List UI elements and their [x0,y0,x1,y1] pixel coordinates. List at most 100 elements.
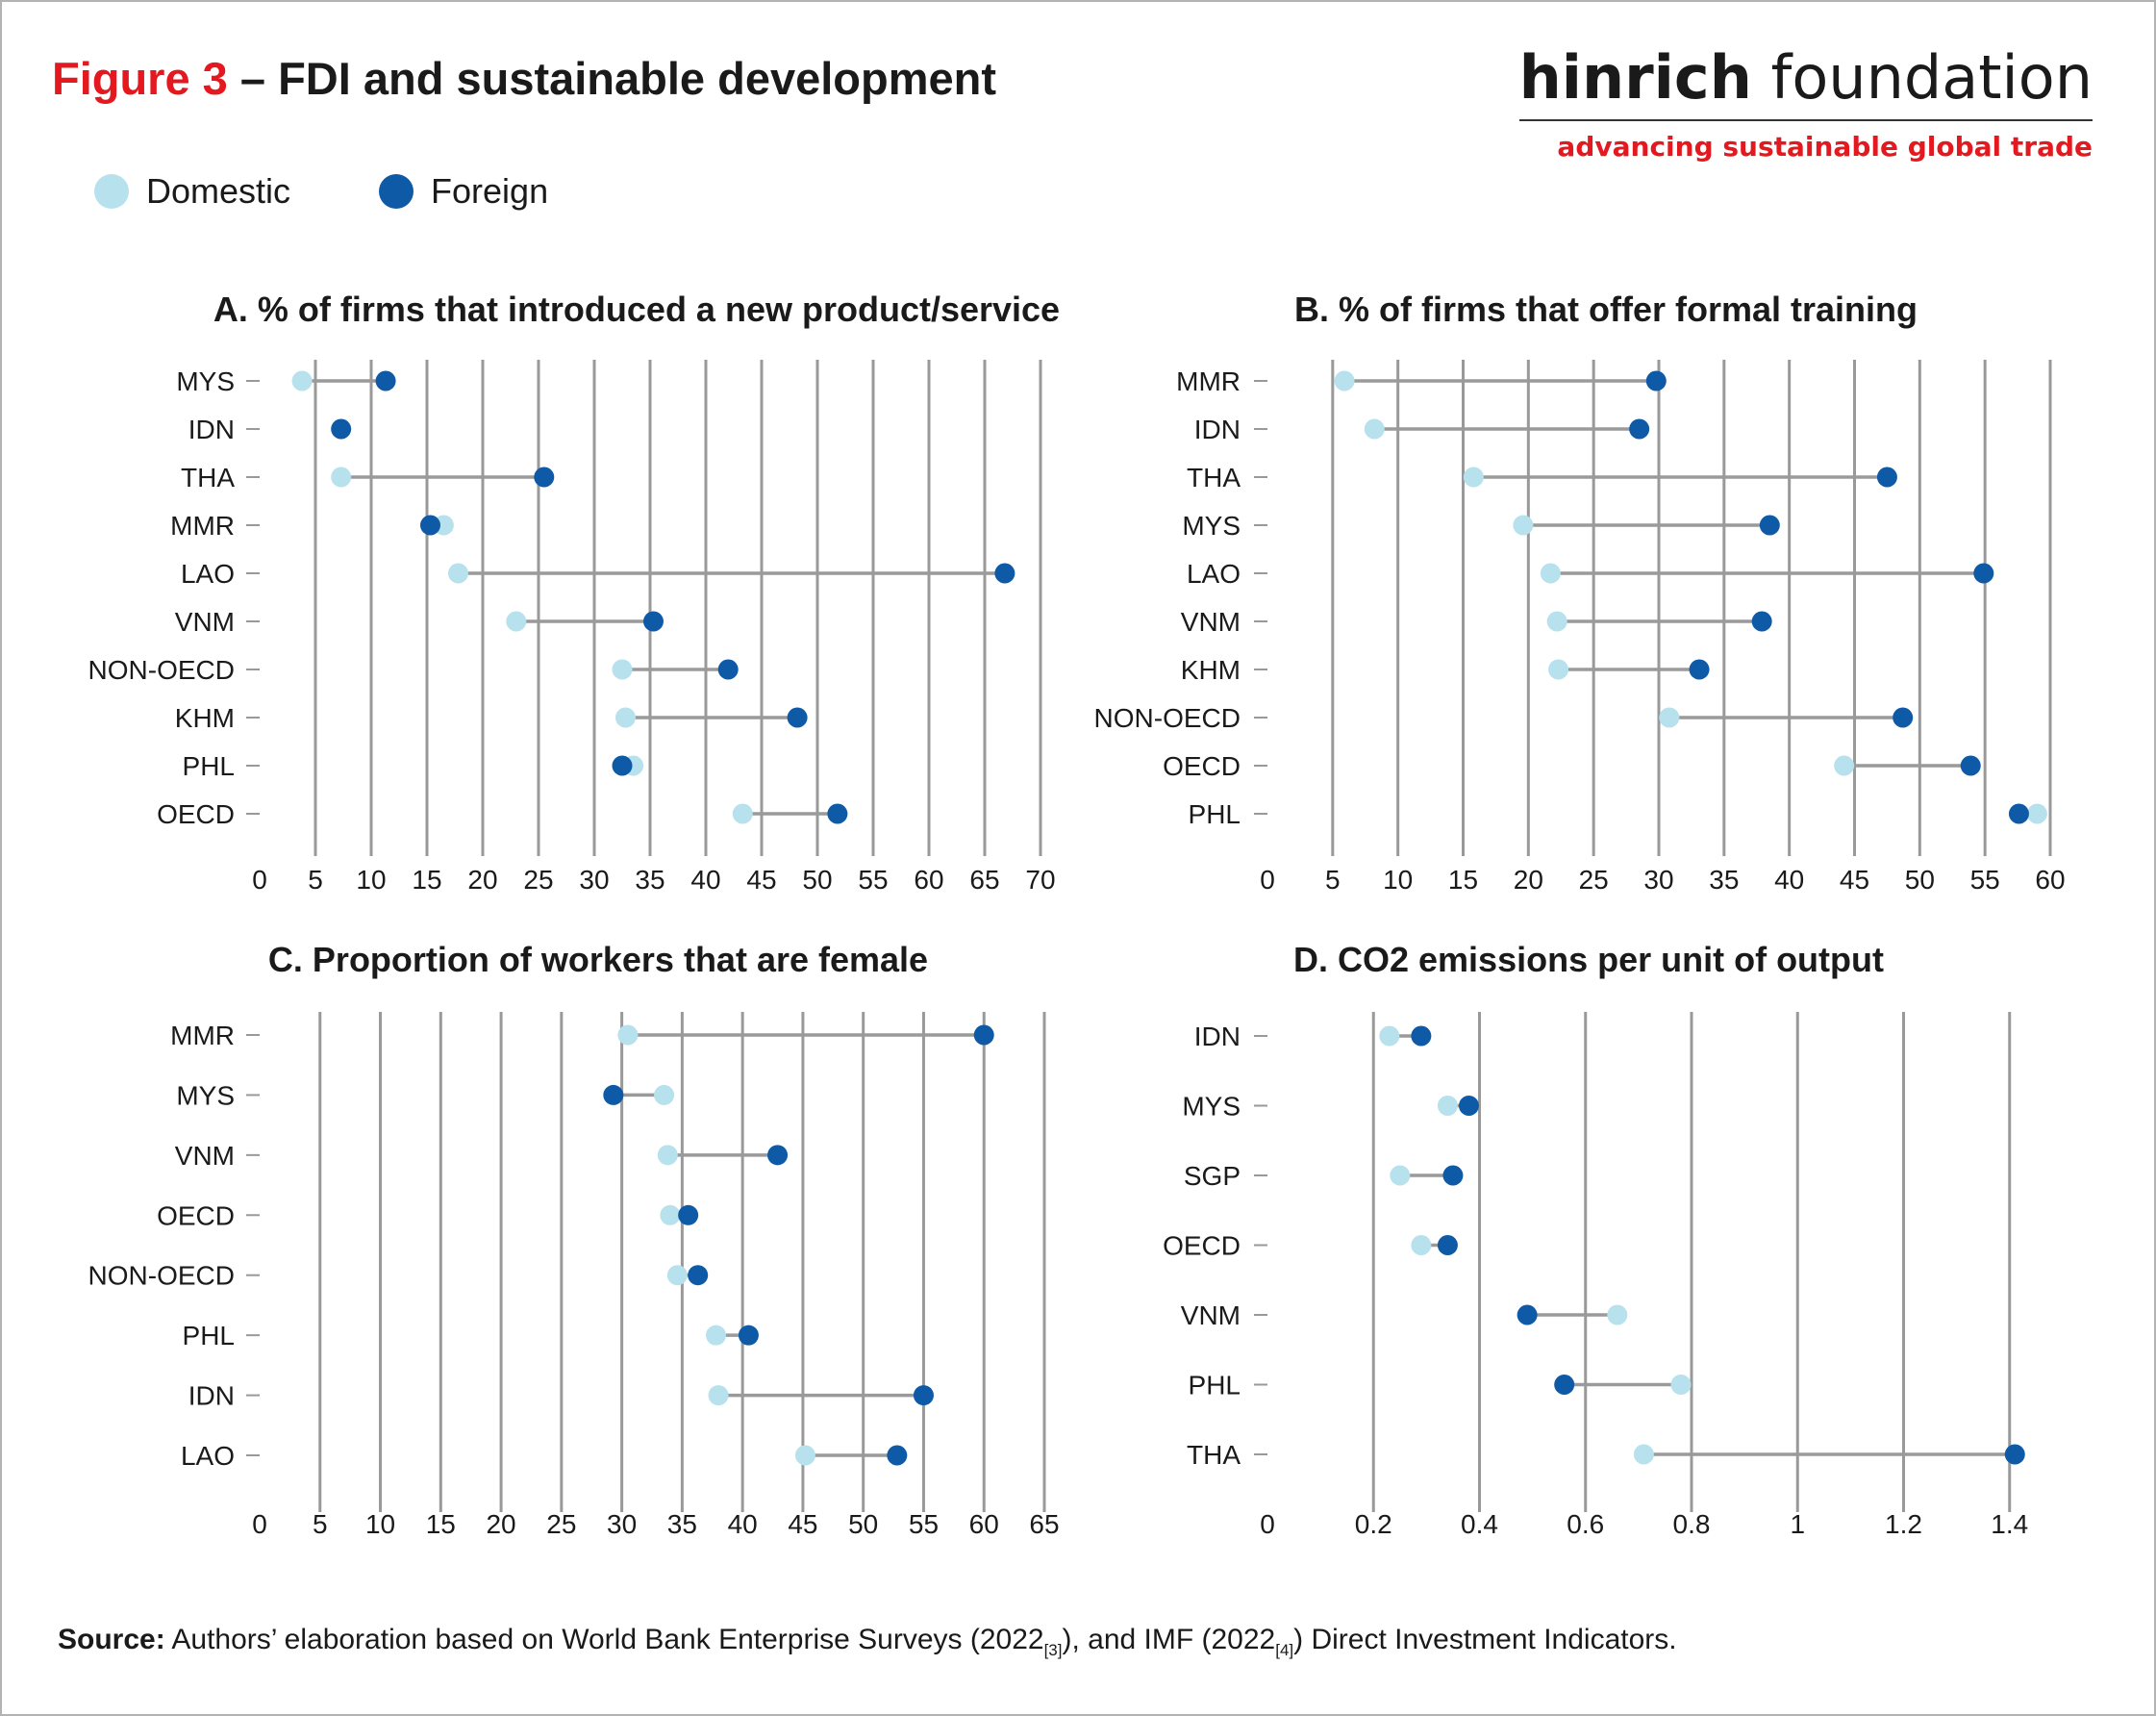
chart-b-xtick-45: 45 [1840,865,1869,895]
chart-d-point-foreign-sgp [1442,1165,1464,1186]
chart-a-point-foreign-tha [534,467,555,488]
chart-a-xtick-30: 30 [579,865,609,895]
source-text-1: Authors’ elaboration based on World Bank… [164,1624,1044,1655]
chart-c-category-vnm: VNM [175,1141,235,1171]
chart-d-point-domestic-vnm [1607,1304,1628,1325]
chart-d-point-domestic-oecd [1411,1235,1432,1255]
chart-a-category-idn: IDN [188,415,235,444]
chart-b-xtick-5: 5 [1325,865,1341,895]
chart-d-point-foreign-mys [1458,1096,1479,1116]
chart-c-point-domestic-mys [654,1084,675,1105]
chart-b-point-domestic-lao [1540,563,1561,584]
chart-d-xtick-0-4: 0.4 [1461,1509,1498,1539]
chart-b-category-oecd: OECD [1163,751,1241,781]
chart-d-point-foreign-oecd [1437,1235,1458,1255]
chart-b-point-domestic-phl [2026,803,2047,824]
chart-a-point-foreign-khm [787,707,808,728]
chart-c-category-non-oecd: NON-OECD [88,1261,235,1291]
chart-c-point-domestic-phl [706,1325,727,1346]
chart-c-category-mys: MYS [176,1080,235,1110]
chart-a-category-mys: MYS [176,366,235,396]
chart-d-point-foreign-phl [1554,1375,1575,1395]
chart-b-point-foreign-oecd [1960,755,1981,776]
chart-c-title: C. Proportion of workers that are female [268,940,928,979]
chart-a-xtick-25: 25 [523,865,553,895]
chart-d-point-foreign-vnm [1517,1304,1538,1325]
chart-c-point-foreign-non-oecd [688,1265,709,1286]
chart-d-point-foreign-tha [2004,1444,2025,1465]
chart-c-xtick-65: 65 [1029,1509,1059,1539]
chart-b-point-foreign-vnm [1751,611,1772,632]
chart-c-category-mmr: MMR [170,1021,235,1050]
chart-a-category-khm: KHM [175,703,235,733]
chart-c-point-domestic-non-oecd [666,1265,688,1286]
chart-a-xtick-5: 5 [308,865,323,895]
chart-d-xtick-1-4: 1.4 [1991,1509,2028,1539]
chart-d-category-tha: THA [1187,1440,1241,1470]
chart-a-xtick-0: 0 [252,865,267,895]
chart-c-point-foreign-phl [738,1325,759,1346]
chart-b-xtick-30: 30 [1643,865,1673,895]
brand-name-bold: hinrich [1518,42,1752,113]
chart-d-point-domestic-idn [1379,1025,1400,1047]
chart-c-point-foreign-idn [913,1385,934,1406]
chart-a-xtick-55: 55 [858,865,888,895]
chart-c-point-domestic-lao [794,1445,815,1466]
chart-a-category-tha: THA [181,463,235,492]
legend-label-domestic: Domestic [146,171,291,211]
brand-logo: hinrich foundation advancing sustainable… [1518,48,2093,163]
chart-b-xtick-35: 35 [1709,865,1739,895]
chart-d-xtick-0-8: 0.8 [1673,1509,1711,1539]
chart-a-point-foreign-idn [331,418,352,440]
chart-b-point-foreign-mys [1759,515,1780,536]
source-ref-2: [4] [1275,1641,1294,1659]
legend-dot-domestic [94,174,129,209]
chart-c-xtick-5: 5 [313,1509,328,1539]
chart-a-xtick-10: 10 [356,865,386,895]
chart-c-xtick-55: 55 [909,1509,939,1539]
chart-a-xtick-15: 15 [412,865,441,895]
chart-b-category-lao: LAO [1187,559,1241,589]
chart-c-category-idn: IDN [188,1381,235,1411]
chart-b-xtick-60: 60 [2035,865,2065,895]
chart-a-category-phl: PHL [183,751,235,781]
chart-b-category-mmr: MMR [1176,366,1241,396]
chart-a-point-foreign-mmr [419,515,440,536]
chart-b-point-domestic-non-oecd [1659,707,1680,728]
chart-b-xtick-15: 15 [1448,865,1478,895]
chart-a-point-foreign-non-oecd [717,659,739,680]
chart-a-xtick-50: 50 [802,865,832,895]
chart-a-category-vnm: VNM [175,607,235,637]
brand-name-rest: foundation [1751,42,2093,113]
chart-b-point-foreign-khm [1689,659,1710,680]
chart-b-point-foreign-non-oecd [1893,707,1914,728]
chart-d-xtick-1: 1 [1790,1509,1805,1539]
chart-b-category-tha: THA [1187,463,1241,492]
chart-d-category-mys: MYS [1182,1092,1241,1122]
chart-c-category-phl: PHL [183,1321,235,1350]
chart-b-xtick-10: 10 [1383,865,1413,895]
source-ref-1: [3] [1043,1641,1063,1659]
chart-d-category-idn: IDN [1194,1022,1241,1051]
chart-c-category-lao: LAO [181,1441,235,1471]
chart-a-point-foreign-lao [994,563,1015,584]
chart-c-xtick-25: 25 [546,1509,576,1539]
chart-c-xtick-0: 0 [252,1509,267,1539]
chart-b-xtick-0: 0 [1260,865,1275,895]
brand-tagline: advancing sustainable global trade [1557,131,2093,163]
chart-a-xtick-35: 35 [635,865,664,895]
chart-a-point-domestic-khm [614,707,636,728]
chart-c-xtick-45: 45 [788,1509,817,1539]
chart-a-xtick-65: 65 [969,865,999,895]
chart-b-category-non-oecd: NON-OECD [1094,703,1241,733]
chart-a-category-lao: LAO [181,559,235,589]
brand-name: hinrich foundation [1519,48,2093,108]
chart-d-point-domestic-tha [1633,1444,1654,1465]
chart-b-point-domestic-oecd [1834,755,1855,776]
chart-c-xtick-60: 60 [969,1509,999,1539]
chart-c-xtick-15: 15 [426,1509,456,1539]
chart-b-point-foreign-mmr [1645,370,1667,391]
chart-b-point-domestic-khm [1548,659,1569,680]
chart-b-category-vnm: VNM [1181,607,1241,637]
